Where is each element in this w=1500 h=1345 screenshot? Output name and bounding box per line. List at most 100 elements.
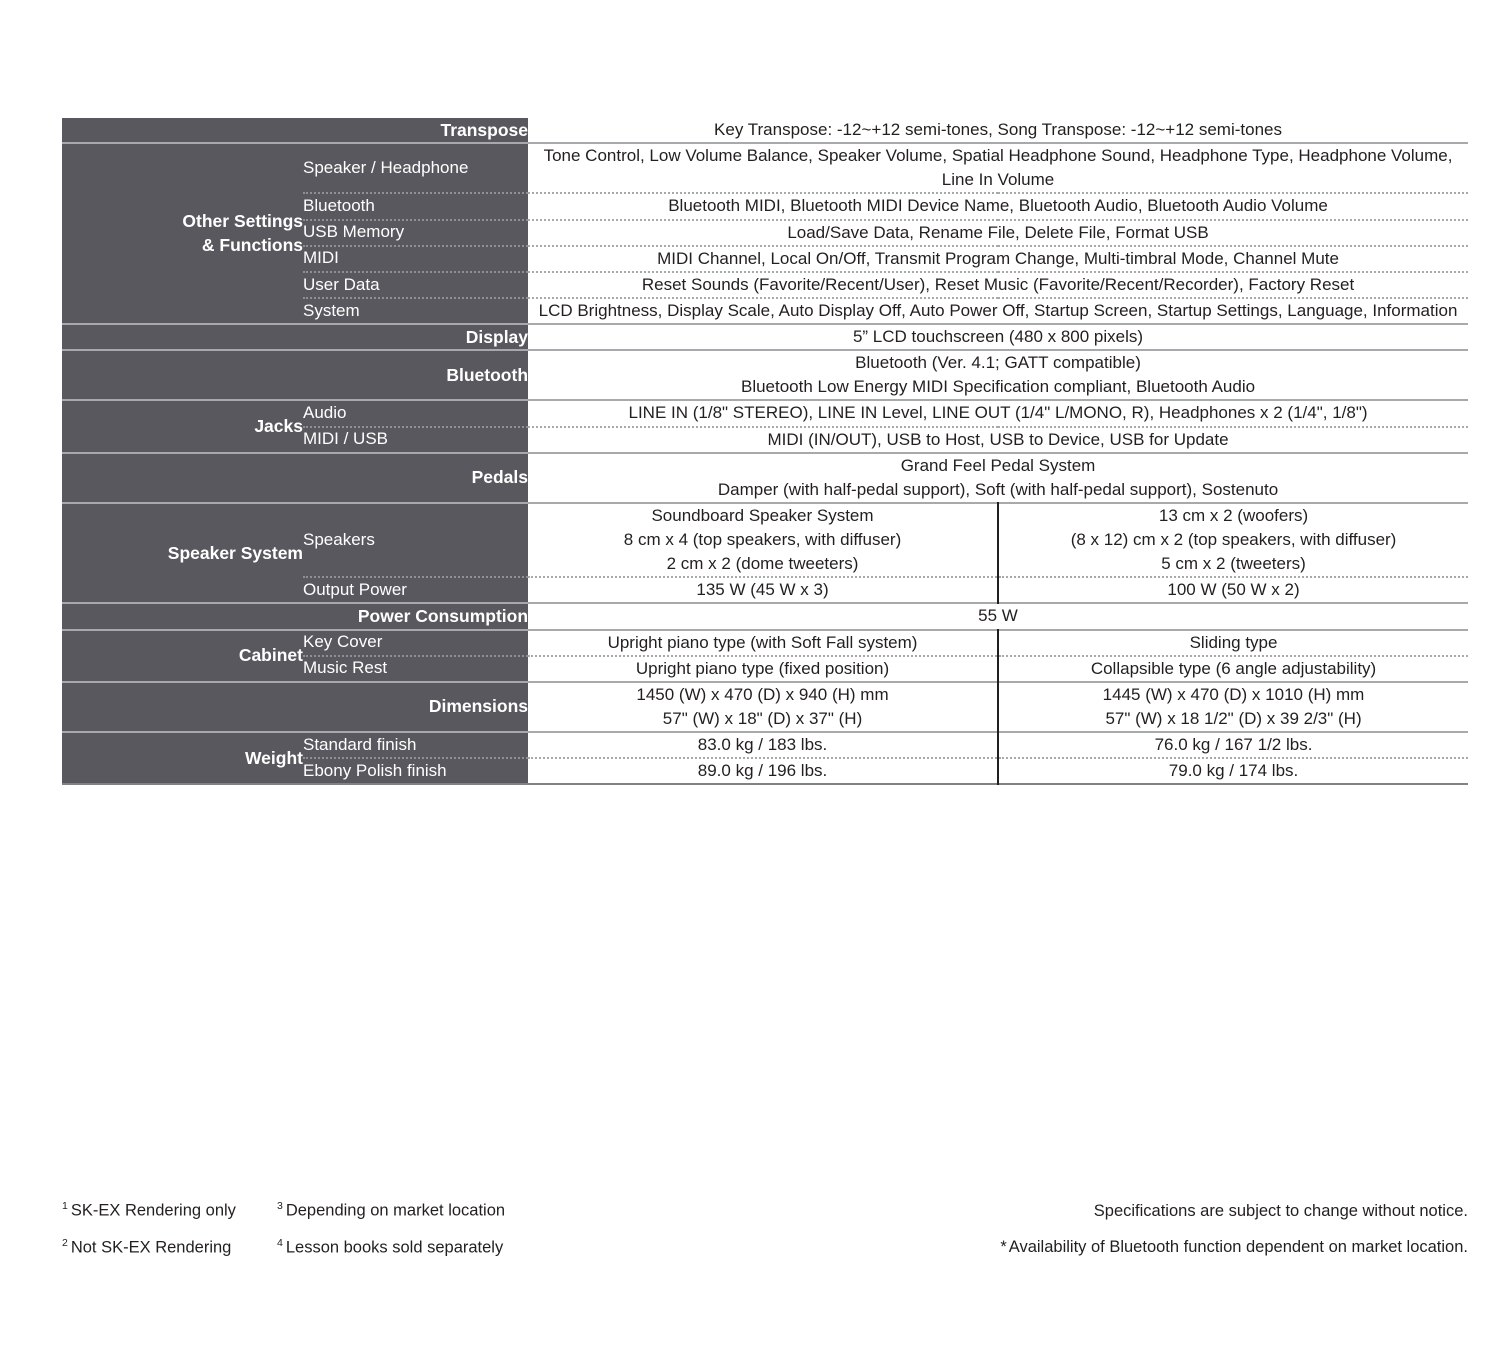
table-bottom-rule <box>62 783 1469 787</box>
row-sublabel-output-power: Output Power <box>303 576 529 604</box>
row-label-dimensions: Dimensions <box>62 680 529 732</box>
table-row: Cabinet Key Cover Upright piano type (wi… <box>62 628 1469 682</box>
footnote-4: 4 Lesson books sold separately <box>277 1237 707 1258</box>
row-value-power-consumption: 55 W <box>528 602 1469 630</box>
row-label-display: Display <box>62 322 529 351</box>
table-row: Jacks Audio LINE IN (1/8" STEREO), LINE … <box>62 399 1469 453</box>
table-row: Power Consumption 55 W <box>62 602 1469 630</box>
row-value-speakers-model-b: 13 cm x 2 (woofers) (8 x 12) cm x 2 (top … <box>998 501 1469 578</box>
row-value-display: 5” LCD touchscreen (480 x 800 pixels) <box>528 322 1469 351</box>
footnote-1: 1 SK-EX Rendering only <box>62 1200 277 1221</box>
table-row: System LCD Brightness, Display Scale, Au… <box>62 296 1469 324</box>
row-value-key-cover-model-b: Sliding type <box>998 628 1469 656</box>
bluetooth-note-text: Availability of Bluetooth function depen… <box>1008 1238 1468 1256</box>
footnote-2: 2 Not SK-EX Rendering <box>62 1237 277 1258</box>
row-label-speaker-system: Speaker System <box>62 501 303 604</box>
row-value-standard-finish-model-a: 83.0 kg / 183 lbs. <box>528 730 1000 759</box>
bluetooth-note-marker: * <box>1000 1238 1007 1256</box>
row-label-weight: Weight <box>62 730 303 785</box>
row-value-dimensions-model-a: 1450 (W) x 470 (D) x 940 (H) mm 57" (W) x… <box>528 680 1000 732</box>
footnotes: 1 SK-EX Rendering only 3 Depending on mark… <box>62 1200 1468 1273</box>
row-sublabel-bluetooth-settings: Bluetooth <box>303 192 529 220</box>
row-sublabel-system: System <box>303 296 529 324</box>
row-value-transpose: Key Transpose: -12~+12 semi-tones, Song … <box>714 120 1282 139</box>
row-value-key-cover-model-a: Upright piano type (with Soft Fall syste… <box>528 628 1000 656</box>
row-value-music-rest-model-a: Upright piano type (fixed position) <box>528 654 1000 682</box>
row-value-dimensions-model-b: 1445 (W) x 470 (D) x 1010 (H) mm 57" (W) … <box>998 680 1469 732</box>
row-sublabel-speaker-headphone: Speaker / Headphone <box>303 142 529 194</box>
row-value-speakers-model-a: Soundboard Speaker System 8 cm x 4 (top s… <box>528 501 1000 578</box>
table-row: User Data Reset Sounds (Favorite/Recent/… <box>62 270 1469 298</box>
row-sublabel-standard-finish: Standard finish <box>303 730 529 759</box>
specifications-disclaimer: Specifications are subject to change wit… <box>1093 1201 1468 1220</box>
value-line-1: 13 cm x 2 (woofers) <box>1158 505 1309 525</box>
footnote-row-2: 2 Not SK-EX Rendering 4 Lesson books sold … <box>62 1237 1468 1258</box>
row-sublabel-key-cover: Key Cover <box>303 628 529 656</box>
specification-sheet: Transpose Key Transpose: -12~+12 semi-to… <box>62 118 1469 787</box>
value-line-2: 8 cm x 4 (top speakers, with diffuser) <box>623 530 902 549</box>
row-sublabel-usb-memory: USB Memory <box>303 218 529 246</box>
table-row: Ebony Polish finish 89.0 kg / 196 lbs. 7… <box>62 757 1469 785</box>
row-sublabel-midi: MIDI <box>303 244 529 272</box>
table-row: Display 5” LCD touchscreen (480 x 800 pi… <box>62 322 1469 351</box>
value-line-3: 2 cm x 2 (dome tweeters) <box>666 554 859 574</box>
table-row: Speaker System Speakers Soundboard Speak… <box>62 501 1469 604</box>
footnote-row-1: 1 SK-EX Rendering only 3 Depending on mark… <box>62 1200 1468 1221</box>
table-row: Bluetooth Bluetooth (Ver. 4.1; GATT comp… <box>62 349 1469 401</box>
label-line-2: & Functions <box>201 234 303 255</box>
value-line-1: 1445 (W) x 470 (D) x 1010 (H) mm <box>1102 684 1365 704</box>
row-value-usb-memory: Load/Save Data, Rename File, Delete File… <box>528 218 1469 246</box>
table-row: Pedals Grand Feel Pedal System Damper (wi… <box>62 451 1469 503</box>
row-value-output-power-model-a: 135 W (45 W x 3) <box>528 576 1000 604</box>
bluetooth-availability-note: * Availability of Bluetooth function depe… <box>707 1238 1468 1257</box>
table-row: MIDI / USB MIDI (IN/OUT), USB to Host, U… <box>62 425 1469 453</box>
row-value-music-rest-model-b: Collapsible type (6 angle adjustability) <box>998 654 1469 682</box>
value-line-3: 5 cm x 2 (tweeters) <box>1161 554 1306 574</box>
row-label-other-settings: Other Settings & Functions <box>62 142 303 324</box>
row-sublabel-speakers: Speakers <box>303 501 529 578</box>
row-sublabel-midi-usb: MIDI / USB <box>303 425 529 453</box>
value-line-2: (8 x 12) cm x 2 (top speakers, with diff… <box>1070 530 1397 549</box>
footnote-1-text: SK-EX Rendering only <box>70 1201 236 1220</box>
table-row: Transpose Key Transpose: -12~+12 semi-to… <box>62 118 1468 144</box>
specification-table: Transpose Key Transpose: -12~+12 semi-to… <box>62 118 1469 787</box>
table-row: Bluetooth Bluetooth MIDI, Bluetooth MIDI… <box>62 192 1469 220</box>
value-line-2: Bluetooth Low Energy MIDI Specification … <box>740 377 1256 397</box>
table-row: Dimensions 1450 (W) x 470 (D) x 940 (H) … <box>62 680 1469 732</box>
row-value-speaker-headphone: Tone Control, Low Volume Balance, Speake… <box>528 142 1469 194</box>
value-line-2: Damper (with half-pedal support), Soft (… <box>717 479 1279 499</box>
row-value-bluetooth-settings: Bluetooth MIDI, Bluetooth MIDI Device Na… <box>528 192 1469 220</box>
footnote-2-text: Not SK-EX Rendering <box>70 1238 232 1256</box>
row-value-bluetooth: Bluetooth (Ver. 4.1; GATT compatible) Blu… <box>528 349 1469 401</box>
row-value-pedals: Grand Feel Pedal System Damper (with half… <box>528 451 1469 503</box>
row-label-transpose: Transpose <box>62 118 529 144</box>
footnote-3: 3 Depending on market location <box>277 1200 707 1221</box>
table-row: Weight Standard finish 83.0 kg / 183 lbs… <box>62 730 1469 785</box>
value-line-1: Bluetooth (Ver. 4.1; GATT compatible) <box>855 353 1141 373</box>
row-value-system: LCD Brightness, Display Scale, Auto Disp… <box>528 296 1469 324</box>
value-line-1: 1450 (W) x 470 (D) x 940 (H) mm <box>636 684 889 704</box>
table-row: Music Rest Upright piano type (fixed pos… <box>62 654 1469 682</box>
label-line-1: Other Settings <box>182 211 303 232</box>
footnote-2-marker: 2 <box>62 1236 68 1249</box>
footnote-3-marker: 3 <box>277 1200 283 1212</box>
row-value-standard-finish-model-b: 76.0 kg / 167 1/2 lbs. <box>998 730 1469 759</box>
row-sublabel-music-rest: Music Rest <box>303 654 529 682</box>
table-row: Other Settings & Functions Speaker / Head… <box>62 142 1469 324</box>
row-sublabel-ebony-polish-finish: Ebony Polish finish <box>303 757 529 785</box>
row-label-bluetooth: Bluetooth <box>62 349 529 401</box>
row-label-power-consumption: Power Consumption <box>62 602 529 630</box>
value-line-1: Grand Feel Pedal System <box>900 455 1096 475</box>
row-value-user-data: Reset Sounds (Favorite/Recent/User), Res… <box>528 270 1469 298</box>
value-line-1: Soundboard Speaker System <box>651 505 874 525</box>
row-sublabel-user-data: User Data <box>303 270 529 298</box>
row-label-pedals: Pedals <box>62 451 529 503</box>
footnote-4-text: Lesson books sold separately <box>285 1238 504 1256</box>
value-line-2: 57" (W) x 18" (D) x 37" (H) <box>662 708 863 728</box>
footnote-4-marker: 4 <box>277 1236 283 1249</box>
value-line-2: 57" (W) x 18 1/2" (D) x 39 2/3" (H) <box>1105 708 1362 728</box>
row-value-ebony-polish-model-b: 79.0 kg / 174 lbs. <box>998 757 1469 785</box>
row-value-audio-jacks: LINE IN (1/8" STEREO), LINE IN Level, LI… <box>528 399 1469 427</box>
table-row: MIDI MIDI Channel, Local On/Off, Transmi… <box>62 244 1469 272</box>
row-value-output-power-model-b: 100 W (50 W x 2) <box>998 576 1469 604</box>
